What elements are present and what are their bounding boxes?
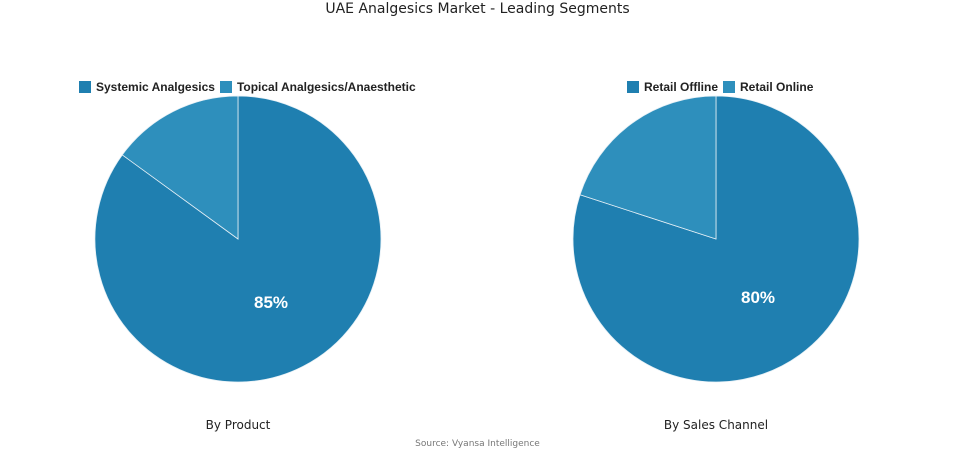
- legend-swatch: [627, 81, 639, 93]
- slice-topical[interactable]: [121, 95, 239, 240]
- subtitle-product: By Product: [205, 418, 271, 432]
- legend-swatch: [79, 81, 91, 93]
- legend-label: Systemic Analgesics: [96, 80, 215, 94]
- legend-label: Topical Analgesics/Anaesthetic: [236, 80, 416, 94]
- slice-label: 85%: [254, 293, 288, 312]
- legend-product: Systemic Analgesics Topical Analgesics/A…: [79, 80, 421, 94]
- legend-item-offline[interactable]: Retail Offline: [627, 80, 718, 94]
- legend-channel: Retail Offline Retail Online: [627, 80, 818, 94]
- legend-item-topical[interactable]: Topical Analgesics/Anaesthetic: [219, 80, 416, 94]
- subtitle-channel: By Sales Channel: [663, 418, 769, 432]
- source-note: Source: Vyansa Intelligence: [415, 439, 540, 449]
- pie-product: 85%: [94, 95, 382, 383]
- legend-item-systemic[interactable]: Systemic Analgesics: [79, 80, 215, 94]
- legend-swatch: [723, 81, 736, 93]
- pie-channel: 80%: [572, 95, 860, 383]
- slice-label: 80%: [741, 288, 775, 307]
- legend-label: Retail Online: [740, 80, 814, 94]
- legend-item-online[interactable]: Retail Online: [723, 80, 813, 94]
- slice-online[interactable]: [579, 95, 717, 240]
- legend-label: Retail Offline: [644, 80, 719, 94]
- chart-title: UAE Analgesics Market - Leading Segments: [325, 1, 630, 17]
- legend-swatch: [219, 81, 232, 93]
